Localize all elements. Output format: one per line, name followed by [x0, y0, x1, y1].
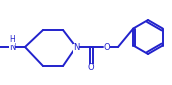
Text: O: O: [88, 63, 94, 73]
Text: N: N: [9, 44, 15, 53]
Text: N: N: [73, 44, 79, 53]
Text: H: H: [9, 36, 15, 45]
Text: O: O: [104, 44, 110, 53]
